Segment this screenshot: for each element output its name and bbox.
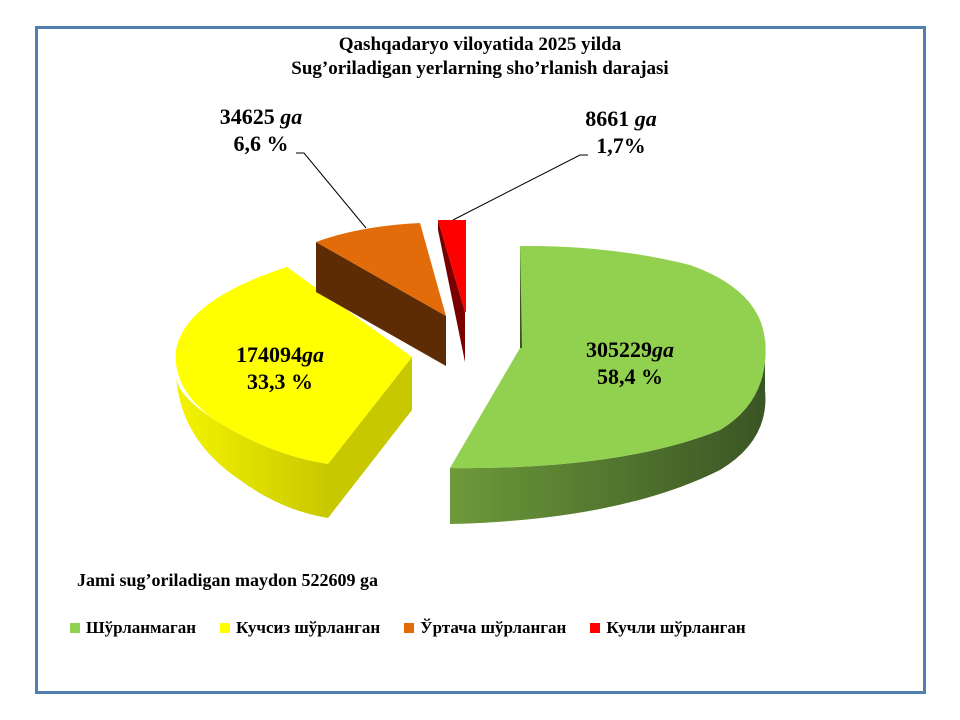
leader-line-urtacha — [296, 152, 367, 229]
data-label-kuchli: 8661 ga 1,7% — [585, 106, 657, 158]
legend-swatch-orange — [404, 623, 415, 633]
data-label-shurlanmagan: 305229ga 58,4 % — [586, 337, 674, 389]
legend-item-kuchli[interactable]: Кучли шўрланган — [590, 618, 746, 638]
chart-title-line-1: Qashqadaryo viloyatida 2025 yilda — [338, 34, 622, 55]
chart-title-line-2: Sug’oriladigan yerlarning sho’rlanish da… — [291, 58, 669, 79]
slice-kuchsiz[interactable] — [175, 267, 412, 518]
legend-item-kuchsiz[interactable]: Кучсиз шўрланган — [220, 618, 380, 638]
chart-frame — [35, 26, 926, 694]
total-area-label: Jami sug’oriladigan maydon 522609 ga — [77, 570, 379, 590]
legend-label: Ўртача шўрланган — [420, 618, 567, 637]
data-label-urtacha: 34625 ga 6,6 % — [219, 104, 303, 156]
legend-swatch-yellow — [220, 623, 231, 633]
leader-line-kuchli — [452, 154, 588, 221]
legend-label: Кучли шўрланган — [606, 618, 746, 637]
slice-kuchli[interactable] — [438, 220, 466, 362]
legend-item-shurlanmagan[interactable]: Шўрланмаган — [70, 618, 196, 638]
legend-swatch-red — [590, 623, 601, 633]
data-label-kuchsiz: 174094ga 33,3 % — [236, 342, 324, 394]
legend-label: Шўрланмаган — [86, 618, 197, 637]
legend-item-urtacha[interactable]: Ўртача шўрланган — [404, 618, 566, 638]
legend-swatch-green — [70, 623, 80, 633]
slice-urtacha[interactable] — [316, 223, 446, 366]
legend-label: Кучсиз шўрланган — [236, 618, 381, 637]
slice-shurlanmagan[interactable] — [450, 245, 766, 524]
legend: Шўрланмаган Кучсиз шўрланган Ўртача шўрл… — [70, 618, 770, 638]
